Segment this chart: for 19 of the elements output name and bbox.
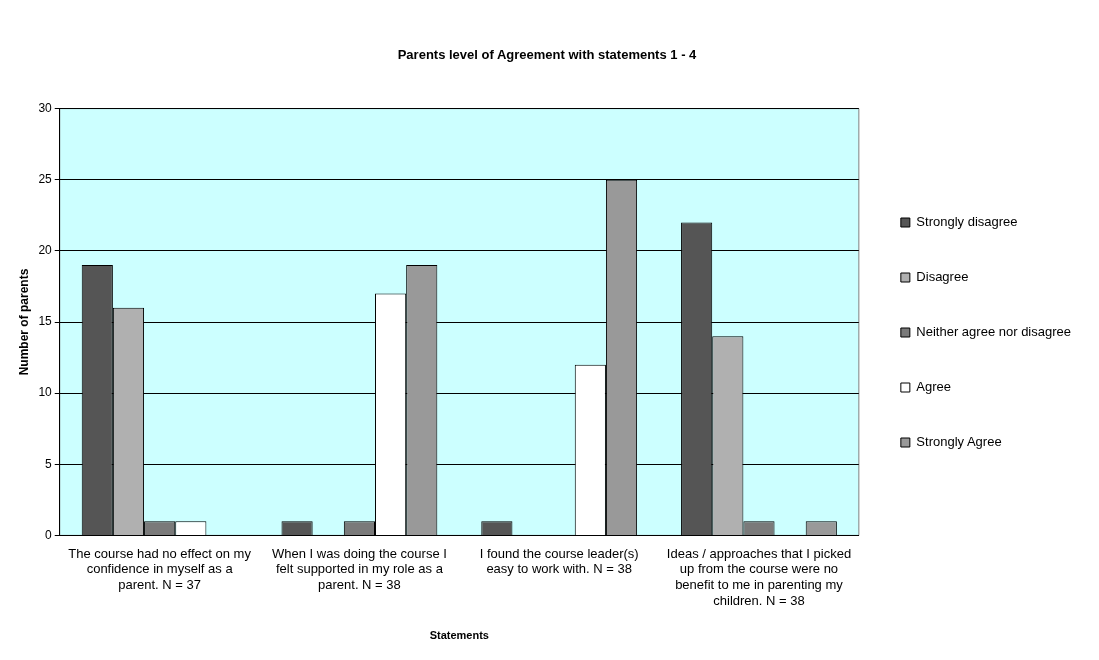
x-tick-label: The course had no effect on my confidence in myself as a parent. N = 37 — [68, 545, 252, 592]
y-tick-label: 5 — [45, 456, 53, 471]
chart-title: Parents level of Agreement with statements 1 - 4 — [397, 47, 698, 63]
y-axis-title: Number of parents — [16, 268, 31, 376]
legend-label: Neither agree nor disagree — [916, 324, 1072, 340]
y-tick-label: 30 — [38, 100, 53, 115]
legend-label: Strongly Agree — [916, 434, 1002, 450]
x-tick-label: I found the course leader(s) easy to work with. N = 38 — [479, 545, 639, 577]
y-tick-label: 20 — [38, 243, 53, 258]
y-tick-label: 25 — [38, 172, 53, 187]
y-tick-label: 0 — [45, 527, 53, 542]
legend-label: Agree — [916, 379, 952, 395]
x-axis-title: Statements — [429, 629, 489, 642]
legend-label: Disagree — [916, 269, 969, 285]
x-tick-label: When I was doing the course I felt supported in my role as a parent. N = 38 — [271, 545, 447, 592]
legend-label: Strongly disagree — [916, 214, 1018, 230]
y-tick-label: 10 — [38, 385, 53, 400]
x-tick-label: Ideas / approaches that I picked up from the course were no benefit to me in parenting my children. N = 38 — [666, 545, 852, 608]
y-tick-label: 15 — [38, 314, 53, 329]
